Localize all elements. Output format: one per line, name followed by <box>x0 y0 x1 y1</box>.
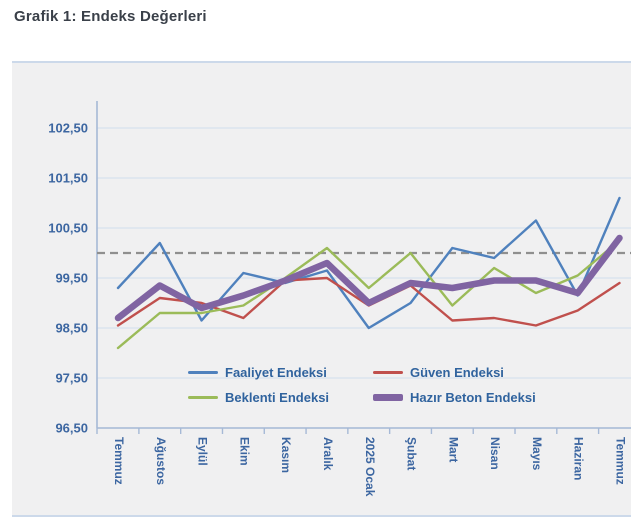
legend-line-swatch <box>373 393 403 401</box>
x-tick-label: Mart <box>446 437 460 462</box>
y-tick-label: 98,50 <box>55 321 88 336</box>
legend-item-faaliyet-endeksi: Faaliyet Endeksi <box>188 360 327 384</box>
line-chart: 96,50 97,50 98,50 99,50 100,50 101,50 102,50 Te… <box>48 101 631 497</box>
legend-label: Faaliyet Endeksi <box>225 364 327 380</box>
x-tick-label: Aralık <box>321 437 335 471</box>
chart-legend: Faaliyet Endeksi Güven Endeksi Beklenti En… <box>12 360 631 412</box>
legend-item-güven-endeksi: Güven Endeksi <box>373 360 504 384</box>
series-line-hazır-beton-endeksi <box>114 234 623 322</box>
y-tick-label: 96,50 <box>55 421 88 436</box>
page-title: Grafik 1: Endeks Değerleri <box>14 8 207 25</box>
panel-border-top <box>12 61 631 63</box>
y-tick-label: 99,50 <box>55 271 88 286</box>
legend-line-swatch <box>188 370 218 374</box>
x-tick-label: 2025 Ocak <box>363 437 377 497</box>
x-tick-label: Mayıs <box>530 437 544 471</box>
x-tick-label: Nisan <box>488 437 502 470</box>
x-tick-label: Kasım <box>279 437 293 473</box>
legend-item-hazır-beton-endeksi: Hazır Beton Endeksi <box>373 385 536 409</box>
series-line-faaliyet-endeksi <box>116 196 621 330</box>
panel-border-bottom <box>12 515 631 517</box>
x-tick-label: Temmuz <box>112 437 126 485</box>
legend-label: Güven Endeksi <box>410 364 504 380</box>
y-tick-label: 97,50 <box>55 371 88 386</box>
legend-label: Beklenti Endeksi <box>225 389 330 405</box>
x-tick-label: Şubat <box>405 437 419 470</box>
series-line-beklenti-endeksi <box>116 239 621 350</box>
legend-line-swatch <box>188 395 218 399</box>
y-tick-label: 100,50 <box>48 221 88 236</box>
chart-panel: 96,50 97,50 98,50 99,50 100,50 101,50 102,50 Te… <box>12 61 631 517</box>
legend-label: Hazır Beton Endeksi <box>410 389 536 405</box>
legend-item-beklenti-endeksi: Beklenti Endeksi <box>188 385 329 409</box>
x-tick-label: Eylül <box>196 437 210 466</box>
legend-line-swatch <box>373 370 403 374</box>
x-tick-label: Temmuz <box>614 437 628 485</box>
x-tick-label: Ekim <box>237 437 251 466</box>
x-tick-label: Haziran <box>572 437 586 480</box>
y-tick-label: 101,50 <box>48 171 88 186</box>
x-tick-label: Ağustos <box>154 437 168 485</box>
y-tick-label: 102,50 <box>48 121 88 136</box>
